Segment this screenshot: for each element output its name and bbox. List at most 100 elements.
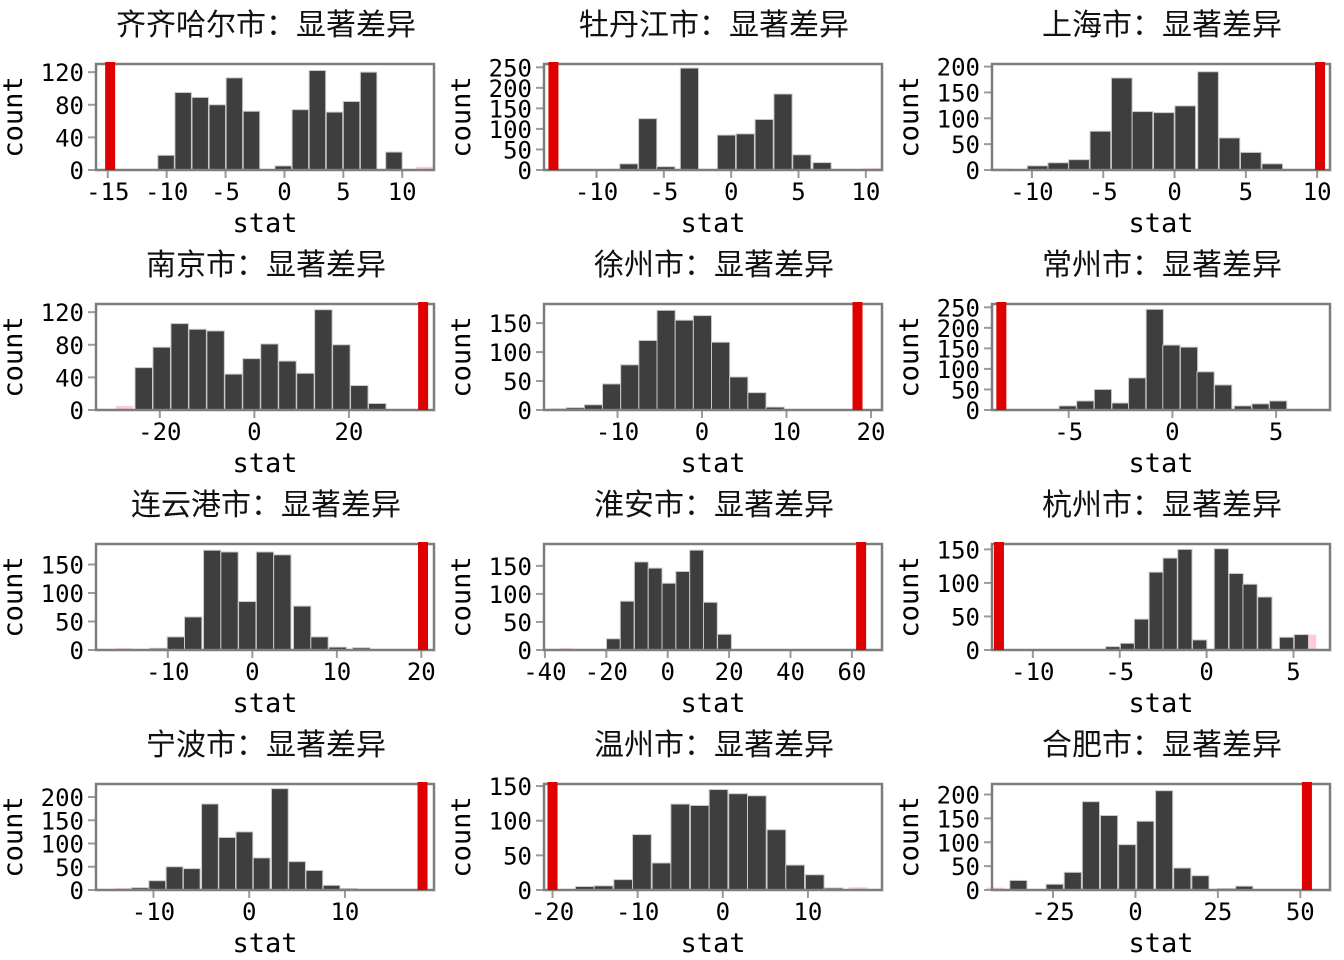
x-tick-label: 0: [247, 418, 261, 446]
x-tick-label: 0: [716, 898, 730, 926]
x-tick-label: -40: [523, 658, 566, 686]
histogram-bar: [1192, 639, 1208, 651]
histogram-cell-nanjing: 南京市：显著差异 -20 0 20 0 40 80 120 stat count: [0, 240, 448, 480]
histogram-bar: [184, 616, 203, 651]
y-tick-label: 0: [70, 397, 84, 425]
x-axis-label: stat: [1128, 448, 1193, 479]
histogram-bar: [359, 71, 378, 171]
chart-title: 杭州市：显著差异: [1042, 488, 1282, 523]
histogram-bar: [675, 570, 691, 651]
y-tick-label: 0: [70, 157, 84, 185]
histogram-bar: [296, 372, 315, 411]
plot-border: [94, 302, 436, 412]
y-tick-label: 150: [489, 553, 532, 581]
plot-border: [990, 62, 1332, 172]
histogram-bar: [224, 373, 243, 411]
histogram-bar: [1128, 377, 1147, 411]
x-tick-label: -5: [211, 178, 240, 206]
histogram-bar: [342, 101, 361, 171]
histogram-bar: [1099, 815, 1119, 891]
x-tick-label: 40: [776, 658, 805, 686]
histogram-bar: [661, 582, 677, 651]
x-tick-label: -20: [585, 658, 628, 686]
histogram-bar: [689, 804, 710, 891]
histogram-bar: [717, 633, 732, 651]
histogram-cell-hangzhou: 杭州市：显著差异 -10 -5 0 5 0 50 100 150 stat count: [896, 480, 1344, 720]
histogram-bar: [708, 789, 729, 891]
histogram-bar: [308, 70, 327, 171]
y-tick-label: 150: [937, 536, 980, 564]
y-tick-label: 0: [966, 637, 980, 665]
chart-title: 牡丹江市：显著差异: [579, 8, 849, 43]
chart-title: 上海市：显著差异: [1042, 8, 1282, 43]
x-tick-label: -10: [596, 418, 639, 446]
histogram-bar: [1118, 844, 1137, 891]
x-tick-label: 10: [330, 898, 359, 926]
histogram-bar: [203, 549, 222, 651]
histogram-cell-hefei: 合肥市：显著差异 -25 0 25 50 0 50 100 150 200 stat count: [896, 720, 1344, 960]
x-tick-label: 0: [1128, 898, 1142, 926]
y-axis-label: count: [448, 76, 477, 157]
histogram-bar: [188, 328, 207, 411]
histogram-bar: [1110, 77, 1133, 171]
histogram-bar: [1133, 618, 1150, 651]
y-tick-label: 150: [937, 79, 980, 107]
chart-title: 温州市：显著差异: [594, 728, 834, 763]
histogram-bar: [638, 118, 658, 171]
y-tick-label: 200: [937, 782, 980, 810]
x-axis-label: stat: [232, 688, 297, 719]
histogram-bar: [632, 834, 652, 891]
y-tick-label: 0: [966, 877, 980, 905]
histogram-bar: [238, 601, 257, 651]
x-tick-label: -10: [616, 898, 659, 926]
histogram-bar: [385, 151, 403, 171]
histogram-bar: [305, 869, 324, 891]
y-tick-label: 150: [41, 552, 84, 580]
x-tick-label: 10: [388, 178, 417, 206]
histogram-bar: [766, 829, 787, 891]
y-tick-label: 200: [41, 784, 84, 812]
y-tick-label: 100: [489, 339, 532, 367]
histogram-bar: [332, 344, 351, 411]
x-axis-label: stat: [1128, 928, 1193, 959]
histogram-cell-qiqihar: 齐齐哈尔市：显著差异 -15 -10 -5 0 5 10 0 40 80 120 stat count: [0, 0, 448, 240]
histogram-bar: [260, 343, 279, 411]
plot-border: [94, 782, 436, 892]
x-tick-label: 10: [851, 178, 880, 206]
observed-stat-line: [418, 542, 429, 650]
histogram-bar: [1173, 867, 1192, 891]
chart-title: 南京市：显著差异: [146, 248, 386, 283]
x-tick-label: 0: [245, 658, 259, 686]
x-tick-label: -20: [138, 418, 181, 446]
x-tick-label: -5: [1105, 658, 1134, 686]
observed-stat-line: [548, 62, 559, 170]
histogram-bar: [1179, 346, 1199, 411]
x-axis-label: stat: [680, 448, 745, 479]
histogram-cell-ningbo: 宁波市：显著差异 -10 0 10 0 50 100 150 200 stat count: [0, 720, 448, 960]
histogram-bar: [1093, 388, 1113, 411]
x-tick-label: 10: [322, 658, 351, 686]
y-tick-label: 0: [518, 157, 532, 185]
y-tick-label: 50: [503, 368, 532, 396]
x-axis-label: stat: [680, 208, 745, 239]
histogram-bar: [735, 133, 755, 171]
chart-title: 常州市：显著差异: [1042, 248, 1282, 283]
plot-border: [542, 782, 884, 892]
y-axis-label: count: [448, 556, 477, 637]
histogram-bar: [255, 551, 275, 651]
histogram-bar: [165, 866, 184, 891]
x-tick-label: 20: [407, 658, 436, 686]
y-tick-label: 200: [489, 75, 532, 103]
histogram-bar: [1068, 159, 1090, 171]
histogram-cell-shanghai: 上海市：显著差异 -10 -5 0 5 10 0 50 100 150 200 stat count: [896, 0, 1344, 240]
histogram-bar: [1162, 557, 1178, 651]
histogram-bar: [792, 154, 812, 171]
histogram-bar: [1191, 875, 1210, 891]
y-axis-label: count: [896, 316, 925, 397]
histogram-bar: [716, 134, 737, 171]
y-tick-label: 250: [489, 54, 532, 82]
y-tick-label: 150: [937, 805, 980, 833]
